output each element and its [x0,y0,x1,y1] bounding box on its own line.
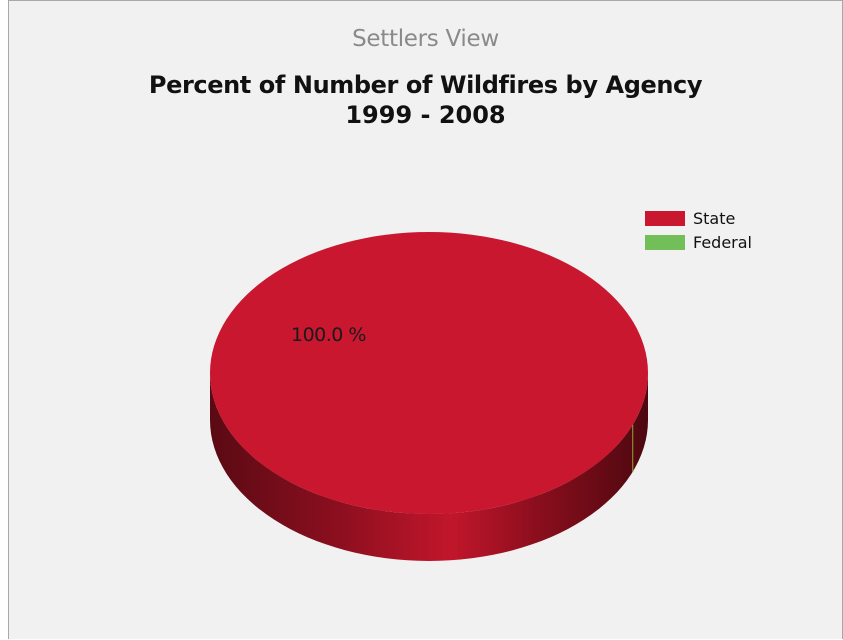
chart-title: Percent of Number of Wildfires by Agency [148,71,703,99]
legend-swatch-federal [645,234,685,250]
pie-chart: 100.0 % [210,232,648,561]
legend-item-state: State [645,206,752,230]
legend-label-federal: Federal [693,232,752,252]
chart-subtitle: 1999 - 2008 [345,101,506,129]
view-title: Settlers View [352,26,499,52]
pie-side-wall [210,373,648,561]
legend-item-federal: Federal [645,230,752,254]
chart-legend: State Federal [645,206,752,254]
legend-swatch-state [645,210,685,226]
data-label-state: 100.0 % [291,324,366,346]
chart-panel: Settlers View Percent of Number of Wildf… [8,0,843,639]
pie-slice-state [210,232,648,514]
legend-label-state: State [693,208,736,228]
